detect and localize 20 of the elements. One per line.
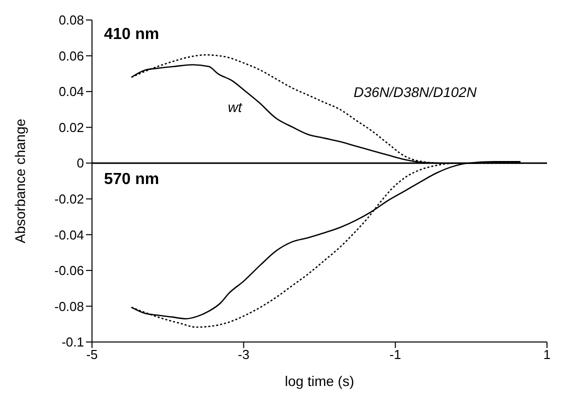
x-axis-title: log time (s) bbox=[284, 373, 354, 389]
y-tick-label: -0.02 bbox=[54, 192, 84, 207]
x-tick-label: -3 bbox=[238, 347, 250, 362]
series-label: wt bbox=[228, 98, 242, 115]
series-label: D36N/D38N/D102N bbox=[354, 84, 477, 100]
annotation: 410 nm bbox=[104, 26, 160, 44]
y-tick-label: 0.08 bbox=[58, 12, 84, 28]
y-tick-label: 0 bbox=[76, 156, 84, 171]
y-tick-label: -0.06 bbox=[54, 263, 84, 278]
x-tick-label: -5 bbox=[86, 347, 98, 362]
y-tick-label: 0.06 bbox=[58, 48, 84, 64]
y-tick-label: -0.1 bbox=[62, 334, 84, 350]
y-tick-label: -0.08 bbox=[54, 298, 84, 314]
y-tick-label: -0.04 bbox=[54, 227, 84, 242]
x-tick-label: 1 bbox=[543, 347, 551, 362]
annotation: 570 nm bbox=[104, 171, 160, 190]
x-tick-label: -1 bbox=[390, 347, 402, 362]
y-tick-label: 0.04 bbox=[58, 84, 84, 100]
y-tick-label: 0.02 bbox=[58, 120, 84, 135]
y-axis-title: Absorbance change bbox=[12, 118, 28, 244]
